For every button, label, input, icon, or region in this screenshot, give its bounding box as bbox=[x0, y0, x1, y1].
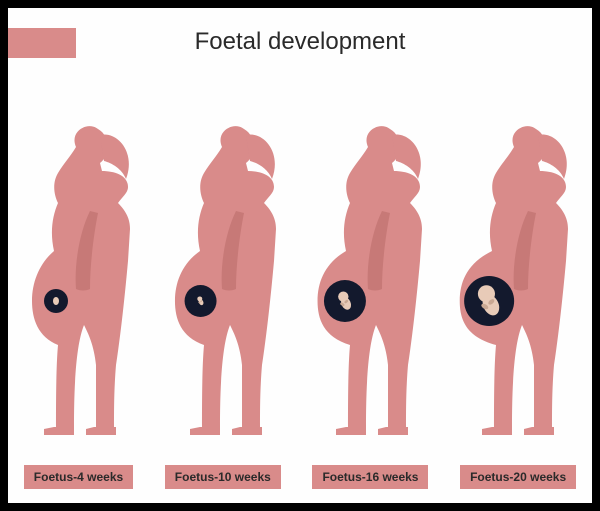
stage-figure bbox=[8, 113, 154, 443]
pregnant-silhouette-icon bbox=[306, 113, 441, 443]
infographic-frame: Foetal development bbox=[0, 0, 600, 511]
stage-label: Foetus-10 weeks bbox=[165, 465, 281, 489]
title-text: Foetal development bbox=[8, 22, 592, 62]
pregnant-silhouette-icon bbox=[452, 113, 587, 443]
stage-label: Foetus-20 weeks bbox=[460, 465, 576, 489]
pregnant-silhouette-icon bbox=[14, 113, 149, 443]
stage-figure bbox=[300, 113, 446, 443]
figures-row bbox=[8, 88, 592, 443]
pregnant-silhouette-icon bbox=[160, 113, 295, 443]
stage-figure bbox=[154, 113, 300, 443]
title-row: Foetal development bbox=[8, 22, 592, 62]
labels-row: Foetus-4 weeks Foetus-10 weeks Foetus-16 w… bbox=[8, 465, 592, 489]
stage-label: Foetus-16 weeks bbox=[312, 465, 428, 489]
stage-figure bbox=[446, 113, 592, 443]
stage-label: Foetus-4 weeks bbox=[24, 465, 133, 489]
title-bar-right bbox=[8, 28, 76, 58]
